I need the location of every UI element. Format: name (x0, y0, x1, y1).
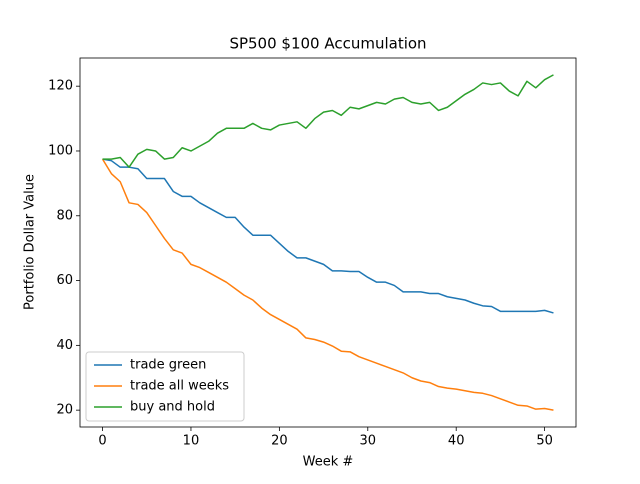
x-tick-label: 0 (98, 434, 106, 449)
x-tick-label: 20 (271, 434, 288, 449)
line-series (102, 74, 554, 168)
legend-label: trade green (130, 358, 206, 373)
y-tick-label: 20 (56, 403, 73, 418)
legend-label: trade all weeks (130, 379, 229, 394)
x-tick-label: 40 (448, 434, 465, 449)
line-series (102, 158, 554, 314)
y-axis-label: Portfolio Dollar Value (23, 174, 38, 310)
x-axis-label: Week # (303, 455, 354, 470)
legend-box (85, 351, 245, 422)
line-series (101, 158, 554, 411)
y-tick-label: 40 (56, 338, 73, 353)
legend-label: buy and hold (130, 400, 215, 415)
x-tick-label: 30 (360, 434, 377, 449)
x-tick-label: 50 (536, 434, 553, 449)
chart-title: SP500 $100 Accumulation (229, 35, 426, 53)
axes-frame (79, 57, 577, 428)
y-tick-label: 100 (48, 143, 73, 158)
y-tick-label: 80 (56, 208, 73, 223)
x-tick-label: 10 (183, 434, 200, 449)
y-tick-label: 120 (48, 79, 73, 94)
y-tick-label: 60 (56, 273, 73, 288)
